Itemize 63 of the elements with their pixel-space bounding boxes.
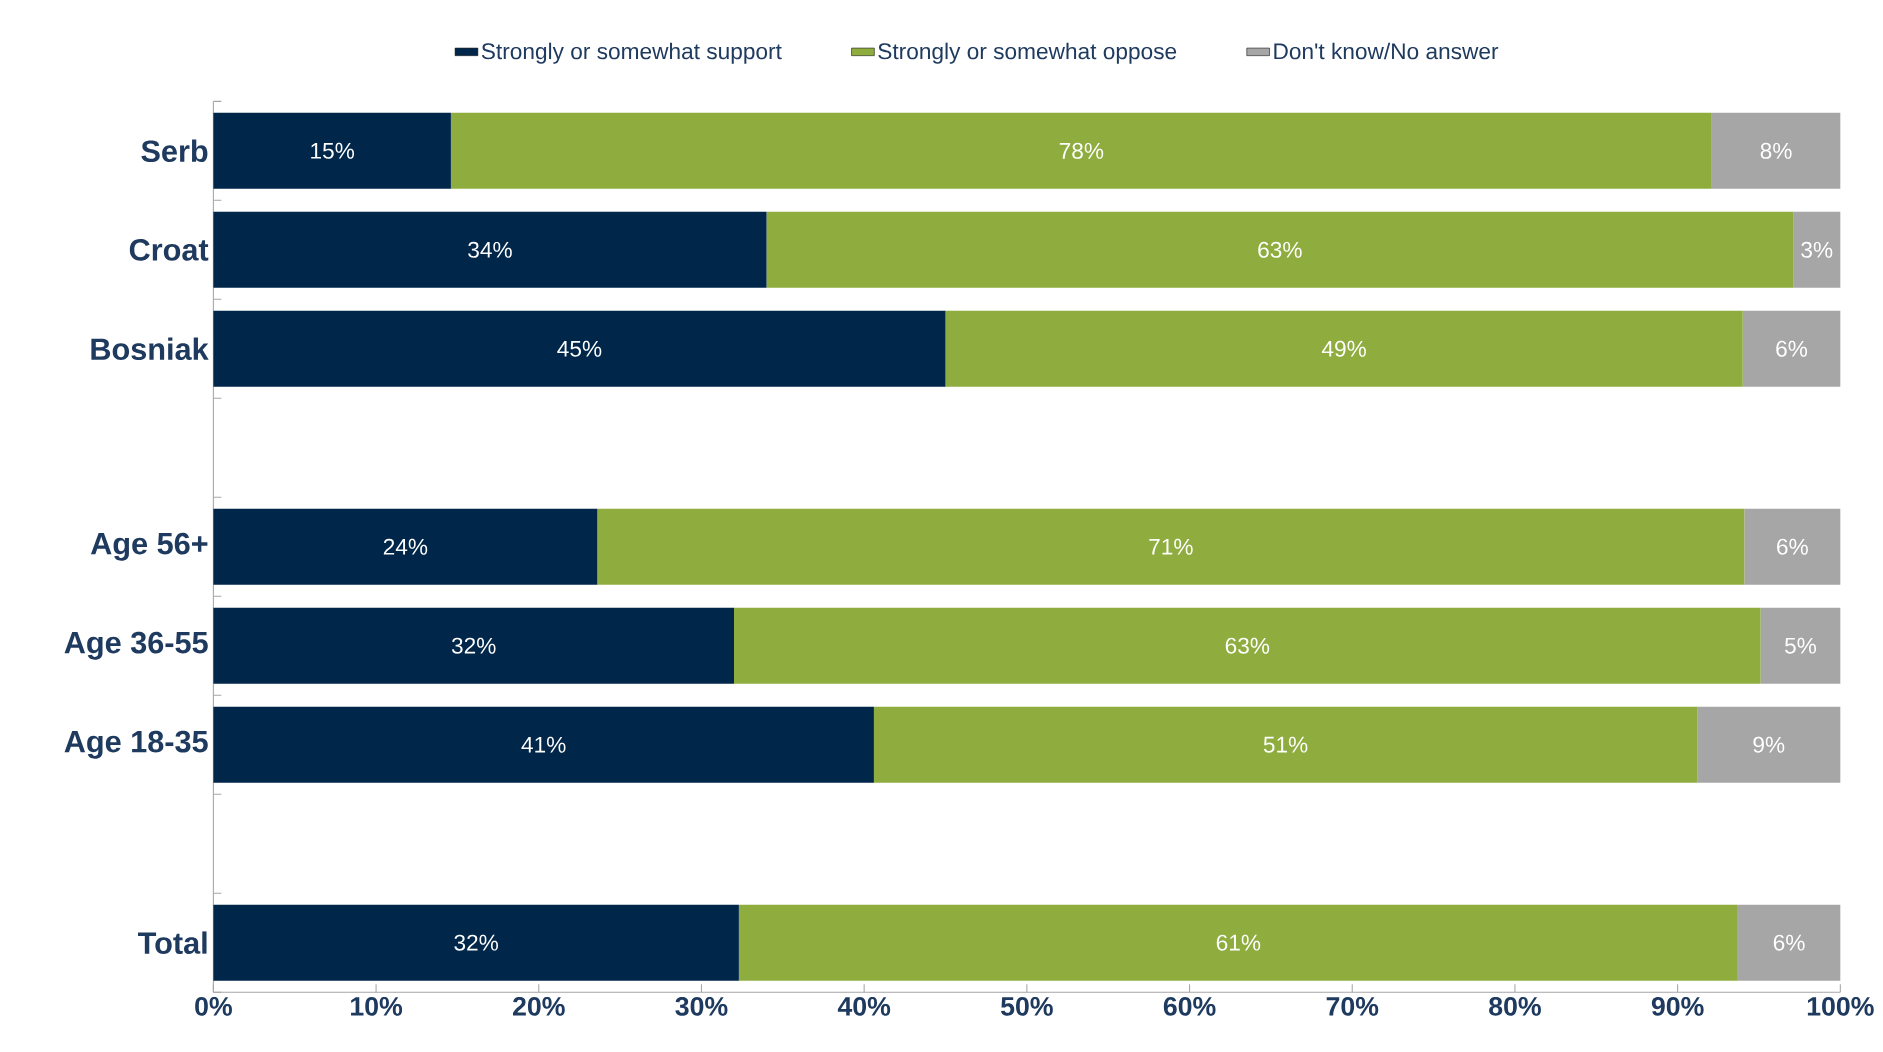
x-tick-label: 80% xyxy=(1489,996,1541,1016)
data-label: 6% xyxy=(1777,538,1808,555)
bar xyxy=(213,211,767,288)
y-tick-label: Age 36-55 xyxy=(64,631,208,660)
bar xyxy=(450,112,1712,189)
bar xyxy=(1760,607,1841,684)
x-tick-label: 70% xyxy=(1326,996,1379,1016)
bar xyxy=(873,706,1698,783)
y-tick-label: Age 56+ xyxy=(90,532,208,561)
x-tick-label: 60% xyxy=(1163,996,1216,1016)
data-label: 63% xyxy=(1258,241,1302,258)
data-label: 3% xyxy=(1801,241,1833,258)
data-label: 34% xyxy=(468,241,512,258)
bar xyxy=(597,508,1745,585)
data-label: 45% xyxy=(557,340,602,357)
data-label: 24% xyxy=(383,538,428,555)
bar xyxy=(1793,211,1841,288)
bar xyxy=(738,904,1738,981)
data-label: 78% xyxy=(1059,142,1104,159)
bar xyxy=(1711,112,1841,189)
bar xyxy=(213,508,598,585)
data-label: 8% xyxy=(1760,142,1792,159)
data-label: 15% xyxy=(311,142,355,159)
bar xyxy=(1744,508,1841,585)
x-tick-label: 30% xyxy=(675,996,728,1016)
data-label: 61% xyxy=(1216,934,1261,951)
data-label: 63% xyxy=(1225,637,1270,654)
legend-label: Strongly or somewhat support xyxy=(481,42,782,64)
bar xyxy=(213,310,946,387)
x-tick-label: 100% xyxy=(1807,996,1874,1016)
data-label: 32% xyxy=(451,637,496,654)
x-tick-label: 40% xyxy=(837,996,891,1016)
x-tick-label: 90% xyxy=(1651,996,1704,1016)
x-tick-label: 50% xyxy=(1000,996,1053,1016)
bar xyxy=(213,112,451,189)
legend-label: Don't know/No answer xyxy=(1274,42,1499,60)
bar xyxy=(945,310,1743,387)
bar xyxy=(1697,706,1841,783)
data-label: 41% xyxy=(521,736,566,753)
data-label: 32% xyxy=(454,934,498,951)
y-tick-label: Age 18-35 xyxy=(64,730,208,759)
x-tick-label: 10% xyxy=(351,996,403,1016)
bar xyxy=(734,607,1761,684)
data-label: 51% xyxy=(1263,736,1308,753)
y-tick-label: Serb xyxy=(141,139,208,163)
data-label: 6% xyxy=(1773,934,1805,951)
bar xyxy=(213,607,734,684)
bar xyxy=(1742,310,1841,387)
y-tick-label: Total xyxy=(138,931,207,954)
data-label: 71% xyxy=(1149,538,1193,555)
data-label: 9% xyxy=(1753,736,1785,753)
x-tick-label: 0% xyxy=(195,996,232,1016)
data-label: 49% xyxy=(1321,340,1366,357)
bar xyxy=(766,211,1794,288)
y-tick-label: Croat xyxy=(129,238,209,261)
data-label: 6% xyxy=(1776,340,1808,357)
bar xyxy=(213,904,739,981)
bar xyxy=(213,706,874,783)
legend-label: Strongly or somewhat oppose xyxy=(878,42,1177,64)
data-label: 5% xyxy=(1784,637,1817,654)
bar xyxy=(1737,904,1841,981)
x-tick-label: 20% xyxy=(513,996,565,1016)
y-tick-label: Bosniak xyxy=(91,337,209,360)
